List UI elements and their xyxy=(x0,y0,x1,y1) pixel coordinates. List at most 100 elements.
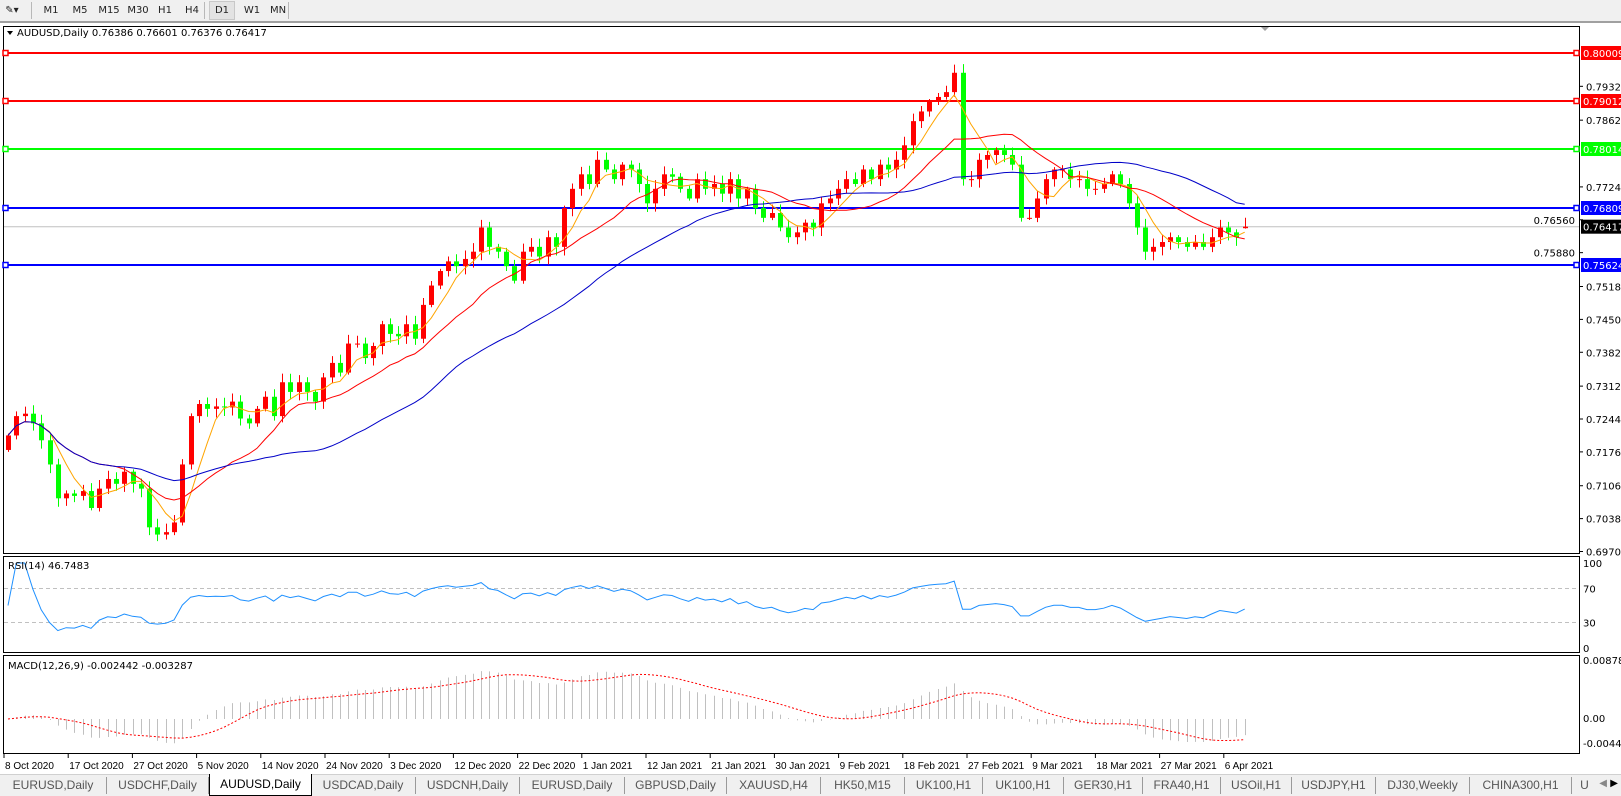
candle-body xyxy=(595,159,600,184)
level-price-label: 0.76809 xyxy=(1583,204,1621,215)
chart-tab[interactable]: USDJPY,H1 xyxy=(1292,777,1376,794)
candle-body xyxy=(1135,203,1140,228)
chart-tab[interactable]: XAUUSD,H4 xyxy=(727,777,821,794)
chart-tab[interactable]: USDCNH,Daily xyxy=(416,777,520,794)
date-axis-label: 30 Jan 2021 xyxy=(775,761,830,772)
timeframe-h4-button[interactable]: H4 xyxy=(185,5,199,16)
level-anchor-handle[interactable] xyxy=(1573,145,1580,153)
date-axis-label: 5 Nov 2020 xyxy=(198,761,250,772)
level-anchor-handle[interactable] xyxy=(2,97,9,105)
chart-tab[interactable]: UK100,H1 xyxy=(983,777,1064,794)
candle-body xyxy=(902,145,907,160)
level-anchor-handle[interactable] xyxy=(2,145,9,153)
timeframe-h1-button[interactable]: H1 xyxy=(158,5,172,16)
candle-body xyxy=(795,232,800,238)
candle-body xyxy=(645,183,650,204)
candle-body xyxy=(678,176,683,189)
chart-tab[interactable]: GBPUSD,Daily xyxy=(625,777,727,794)
tab-scroll-right-icon[interactable]: ▶ xyxy=(1610,778,1618,789)
candle-body xyxy=(1110,174,1115,184)
candle-body xyxy=(770,213,775,218)
candle-body xyxy=(861,169,866,184)
candle-body xyxy=(247,418,252,424)
chart-tab[interactable]: CHINA300,H1 xyxy=(1470,777,1572,794)
candle-body xyxy=(263,396,268,409)
candle-body xyxy=(197,404,202,417)
candle-body xyxy=(106,478,111,489)
chart-tab[interactable]: AUDUSD,Daily xyxy=(209,774,312,796)
chart-symbol-header: AUDUSD,Daily 0.76386 0.76601 0.76376 0.7… xyxy=(17,28,267,39)
chart-tab[interactable]: U xyxy=(1580,778,1589,792)
candle-body xyxy=(222,406,227,408)
level-anchor-handle[interactable] xyxy=(2,204,9,212)
candle-body xyxy=(828,198,833,204)
candle-body xyxy=(604,159,609,170)
candle-body xyxy=(404,324,409,337)
chart-tab[interactable]: HK50,M15 xyxy=(821,777,905,794)
macd-signal-line xyxy=(7,673,1245,741)
timeframe-m15-button[interactable]: M15 xyxy=(98,5,120,16)
candle-body xyxy=(712,183,717,189)
chart-tab[interactable]: DJ30,Weekly xyxy=(1376,777,1470,794)
candle-body xyxy=(629,164,634,170)
candle-body xyxy=(703,179,708,189)
candle-body xyxy=(72,493,77,496)
line-tools-dropdown-icon[interactable]: ✎▾ xyxy=(5,5,19,16)
level-anchor-handle[interactable] xyxy=(1573,261,1580,269)
candle-body xyxy=(637,169,642,184)
timeframe-d1-button[interactable]: D1 xyxy=(209,1,235,20)
level-anchor-handle[interactable] xyxy=(2,261,9,269)
candle-body xyxy=(1035,198,1040,218)
timeframe-toolbar: ✎▾ M1 M5 M15 M30 H1 H4 D1 W1 MN xyxy=(0,0,1621,23)
candle-body xyxy=(180,464,185,523)
timeframe-m30-button[interactable]: M30 xyxy=(127,5,149,16)
candle-body xyxy=(1151,246,1156,252)
candle-body xyxy=(48,440,53,465)
chart-tab[interactable]: FRA40,H1 xyxy=(1143,777,1221,794)
candle-body xyxy=(1168,237,1173,243)
date-axis-label: 27 Mar 2021 xyxy=(1161,761,1218,772)
date-axis-label: 8 Oct 2020 xyxy=(5,761,54,772)
candle-body xyxy=(205,404,210,409)
candle-body xyxy=(1193,242,1198,247)
candle-body xyxy=(396,333,401,337)
moving-average-line-14 xyxy=(7,133,1245,501)
candle-body xyxy=(97,488,102,508)
timeframe-mn-button[interactable]: MN xyxy=(269,5,287,16)
candle-body xyxy=(23,413,28,417)
chart-tab[interactable]: EURUSD,Daily xyxy=(520,777,625,794)
level-price-tag xyxy=(1581,142,1621,156)
tab-scroll-left-icon[interactable]: ◀ xyxy=(1599,778,1607,789)
moving-average-line-5 xyxy=(7,94,1245,522)
chart-tab[interactable]: USOil,H1 xyxy=(1221,777,1292,794)
candle-body xyxy=(878,164,883,180)
chart-tab[interactable]: USDCAD,Daily xyxy=(311,777,416,794)
level-anchor-handle[interactable] xyxy=(1573,204,1580,212)
timeframe-m5-button[interactable]: M5 xyxy=(72,5,88,16)
candle-body xyxy=(31,413,36,424)
candle-body xyxy=(546,237,551,257)
chart-tab[interactable]: EURUSD,Daily xyxy=(0,777,107,794)
candle-body xyxy=(927,101,932,112)
macd-axis-label: 0.00 xyxy=(1583,714,1605,725)
chart-tab[interactable]: USDCHF,Daily xyxy=(107,777,209,794)
timeframe-m1-button[interactable]: M1 xyxy=(43,5,59,16)
candle-body xyxy=(346,343,351,373)
timeframe-w1-button[interactable]: W1 xyxy=(243,5,261,16)
level-anchor-handle[interactable] xyxy=(2,49,9,57)
rsi-label: RSI(14) 46.7483 xyxy=(8,561,89,572)
candle-body xyxy=(1210,237,1215,247)
rsi-panel xyxy=(3,556,1580,653)
level-anchor-handle[interactable] xyxy=(1573,97,1580,105)
chart-tab[interactable]: UK100,H1 xyxy=(905,777,983,794)
candle-body xyxy=(695,179,700,199)
level-anchor-handle[interactable] xyxy=(1573,49,1580,57)
candle-body xyxy=(1068,169,1073,180)
candle-body xyxy=(438,271,443,286)
date-axis-label: 27 Feb 2021 xyxy=(968,761,1025,772)
candle-body xyxy=(330,362,335,378)
candle-body xyxy=(64,493,69,499)
chart-tab[interactable]: GER30,H1 xyxy=(1064,777,1143,794)
